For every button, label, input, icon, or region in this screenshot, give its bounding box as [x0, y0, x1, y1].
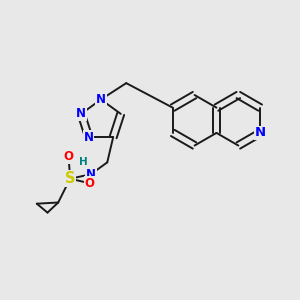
- Text: N: N: [76, 107, 86, 120]
- Text: N: N: [86, 168, 96, 181]
- Text: O: O: [84, 177, 94, 190]
- Text: S: S: [65, 171, 75, 186]
- Text: O: O: [64, 150, 74, 163]
- Text: H: H: [79, 158, 88, 167]
- Text: N: N: [96, 93, 106, 106]
- Text: N: N: [255, 126, 266, 140]
- Text: N: N: [84, 130, 94, 144]
